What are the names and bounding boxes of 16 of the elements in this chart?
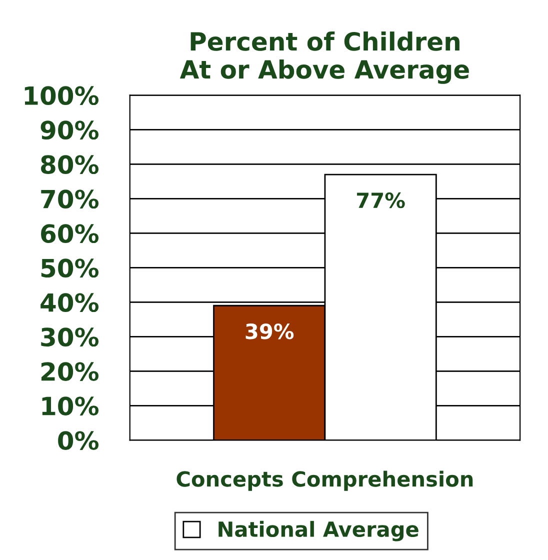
y-tick-label: 80% bbox=[41, 155, 99, 174]
y-tick-label: 90% bbox=[40, 120, 99, 140]
y-tick-label: 40% bbox=[40, 293, 99, 312]
chart-title: Percent of Children At or Above Average bbox=[180, 32, 469, 84]
y-tick-label: 10% bbox=[42, 396, 99, 416]
data-label: 77% bbox=[357, 192, 405, 208]
y-tick-label: 100% bbox=[24, 86, 99, 106]
x-tick-label: Concepts Comprehension bbox=[176, 470, 473, 491]
y-tick-label: 50% bbox=[41, 258, 99, 278]
legend-label: National Average bbox=[218, 520, 418, 542]
y-tick-label: 20% bbox=[41, 362, 99, 382]
y-tick-label: 70% bbox=[41, 190, 99, 209]
data-label: 39% bbox=[246, 324, 294, 340]
y-tick-label: 60% bbox=[41, 224, 99, 244]
y-tick-label: 0% bbox=[58, 431, 99, 450]
y-tick-label: 30% bbox=[41, 328, 99, 347]
